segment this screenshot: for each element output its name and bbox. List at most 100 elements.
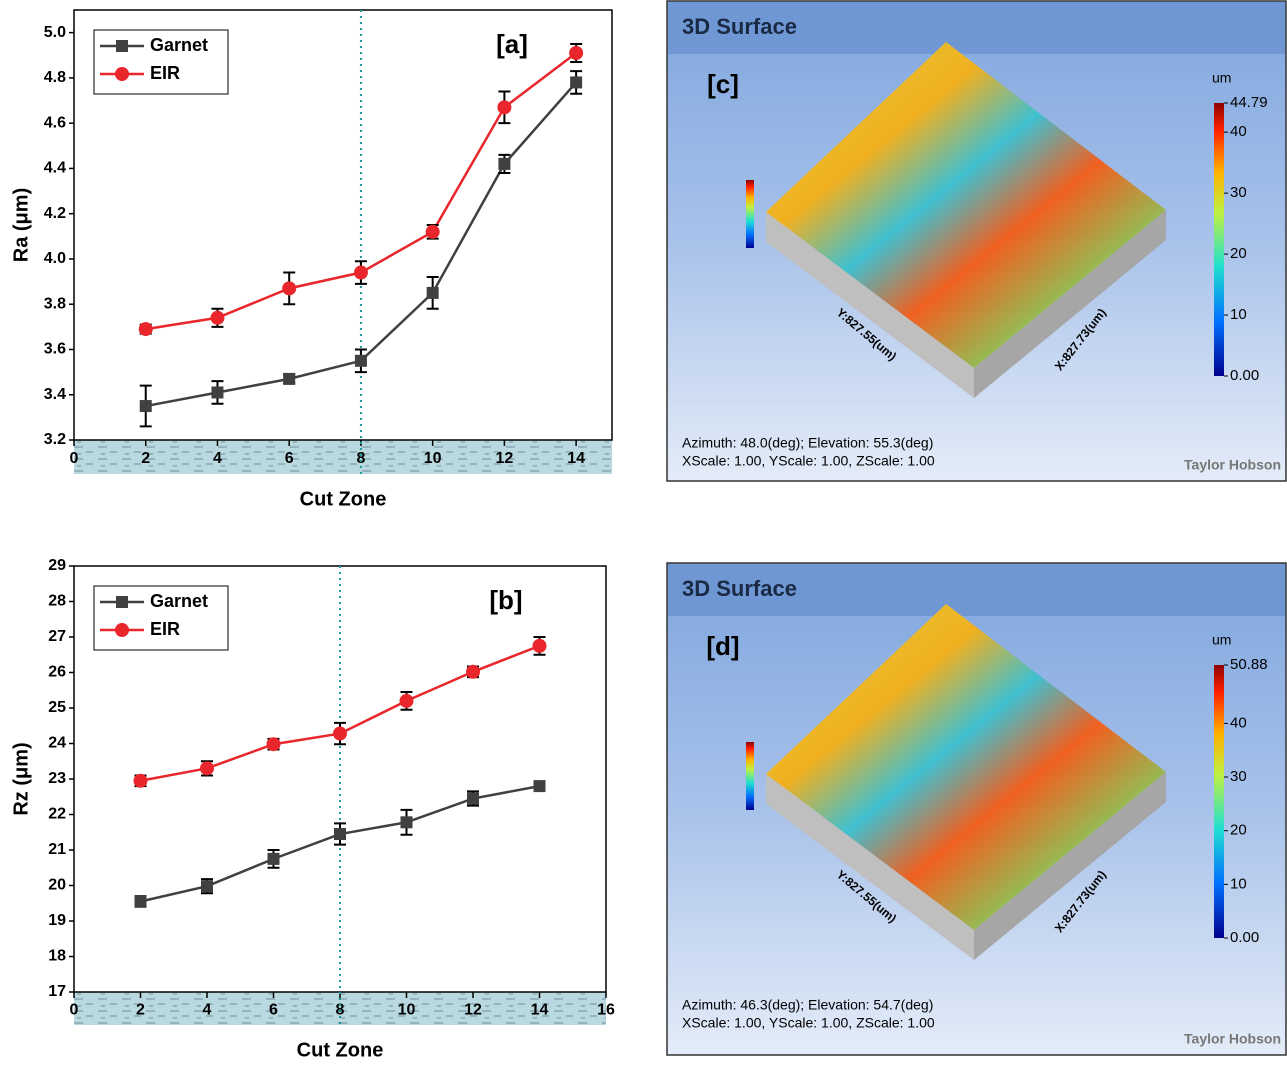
marker: [268, 853, 280, 865]
legend-label: Garnet: [150, 35, 208, 55]
marker: [134, 774, 148, 788]
y-tick-label: 19: [48, 912, 66, 929]
colorbar-tick-label: 20: [1230, 822, 1247, 839]
x-tick-label: 12: [496, 450, 514, 467]
legend-marker: [115, 623, 129, 637]
x-tick-label: 8: [356, 450, 365, 467]
legend-label: EIR: [150, 619, 180, 639]
y-tick-label: 23: [48, 770, 66, 787]
legend-label: EIR: [150, 63, 180, 83]
marker: [569, 46, 583, 60]
y-tick-label: 29: [48, 557, 66, 574]
marker: [466, 665, 480, 679]
y-tick-label: 24: [48, 735, 66, 752]
y-tick-label: 17: [48, 983, 66, 1000]
marker: [333, 727, 347, 741]
colorbar-tick-label: 40: [1230, 714, 1247, 731]
y-tick-label: 26: [48, 664, 66, 681]
marker: [211, 386, 223, 398]
legend-marker: [116, 40, 128, 52]
panel-label: [d]: [706, 631, 739, 661]
x-axis-label: Cut Zone: [300, 488, 387, 510]
panel-label: [a]: [496, 29, 528, 59]
marker: [282, 281, 296, 295]
colorbar-tick-label: 10: [1230, 875, 1247, 892]
colorbar: [1214, 665, 1224, 938]
marker: [139, 322, 153, 336]
x-tick-label: 14: [531, 1002, 549, 1019]
colorbar-tick-label: 0.00: [1230, 929, 1259, 946]
marker: [400, 694, 414, 708]
y-tick-label: 20: [48, 877, 66, 894]
brand: Taylor Hobson: [1184, 1031, 1281, 1047]
marker: [140, 400, 152, 412]
y-tick-label: 28: [48, 593, 66, 610]
marker: [355, 355, 367, 367]
marker: [497, 100, 511, 114]
marker: [426, 225, 440, 239]
y-tick-label: 3.2: [44, 431, 66, 448]
x-tick-label: 2: [136, 1002, 145, 1019]
marker: [534, 780, 546, 792]
y-tick-label: 4.4: [44, 160, 66, 177]
legend-marker: [115, 67, 129, 81]
colorbar-tick-label: 10: [1230, 306, 1247, 323]
x-tick-label: 12: [464, 1002, 482, 1019]
series-line: [141, 646, 540, 781]
x-tick-label: 4: [203, 1002, 212, 1019]
surface-title: 3D Surface: [682, 14, 797, 39]
panel-label: [c]: [707, 69, 739, 99]
colorbar-tick-label: 0.00: [1230, 367, 1259, 384]
colorbar-tick-label: 20: [1230, 245, 1247, 262]
marker: [570, 76, 582, 88]
y-tick-label: 4.0: [44, 250, 66, 267]
info-line: Azimuth: 48.0(deg); Elevation: 55.3(deg): [682, 435, 933, 451]
info-line: XScale: 1.00, YScale: 1.00, ZScale: 1.00: [682, 1015, 935, 1031]
y-tick-label: 3.8: [44, 295, 66, 312]
marker: [427, 287, 439, 299]
y-tick-label: 3.4: [44, 386, 66, 403]
mini-colorbar: [746, 742, 754, 810]
y-tick-label: 25: [48, 699, 66, 716]
x-tick-label: 6: [269, 1002, 278, 1019]
marker: [200, 761, 214, 775]
y-tick-label: 5.0: [44, 24, 66, 41]
figure: 3.23.43.63.84.04.24.44.64.85.00246810121…: [0, 0, 1287, 1065]
x-tick-label: 0: [70, 1002, 79, 1019]
y-tick-label: 4.8: [44, 69, 66, 86]
y-axis-label: Rz (μm): [10, 742, 32, 815]
marker: [210, 311, 224, 325]
y-tick-label: 21: [48, 841, 66, 858]
marker: [267, 737, 281, 751]
info-line: Azimuth: 46.3(deg); Elevation: 54.7(deg): [682, 997, 933, 1013]
y-tick-label: 3.6: [44, 341, 66, 358]
marker: [283, 373, 295, 385]
surface-title: 3D Surface: [682, 576, 797, 601]
marker: [135, 895, 147, 907]
colorbar-unit: um: [1212, 632, 1231, 648]
colorbar-tick-label: 50.88: [1230, 656, 1268, 673]
y-axis-label: Ra (μm): [10, 188, 32, 262]
info-line: XScale: 1.00, YScale: 1.00, ZScale: 1.00: [682, 453, 935, 469]
x-tick-label: 16: [597, 1002, 615, 1019]
x-tick-label: 10: [398, 1002, 416, 1019]
x-tick-label: 14: [567, 450, 585, 467]
marker: [467, 793, 479, 805]
brand: Taylor Hobson: [1184, 457, 1281, 473]
marker: [498, 158, 510, 170]
y-tick-label: 22: [48, 806, 66, 823]
marker: [201, 880, 213, 892]
mini-colorbar: [746, 180, 754, 248]
x-tick-label: 6: [285, 450, 294, 467]
marker: [354, 266, 368, 280]
x-tick-label: 2: [141, 450, 150, 467]
marker: [334, 828, 346, 840]
x-tick-label: 0: [70, 450, 79, 467]
marker: [401, 816, 413, 828]
legend-label: Garnet: [150, 591, 208, 611]
colorbar-unit: um: [1212, 70, 1231, 86]
y-tick-label: 18: [48, 948, 66, 965]
colorbar: [1214, 103, 1224, 376]
y-tick-label: 27: [48, 628, 66, 645]
colorbar-tick-label: 44.79: [1230, 94, 1268, 111]
